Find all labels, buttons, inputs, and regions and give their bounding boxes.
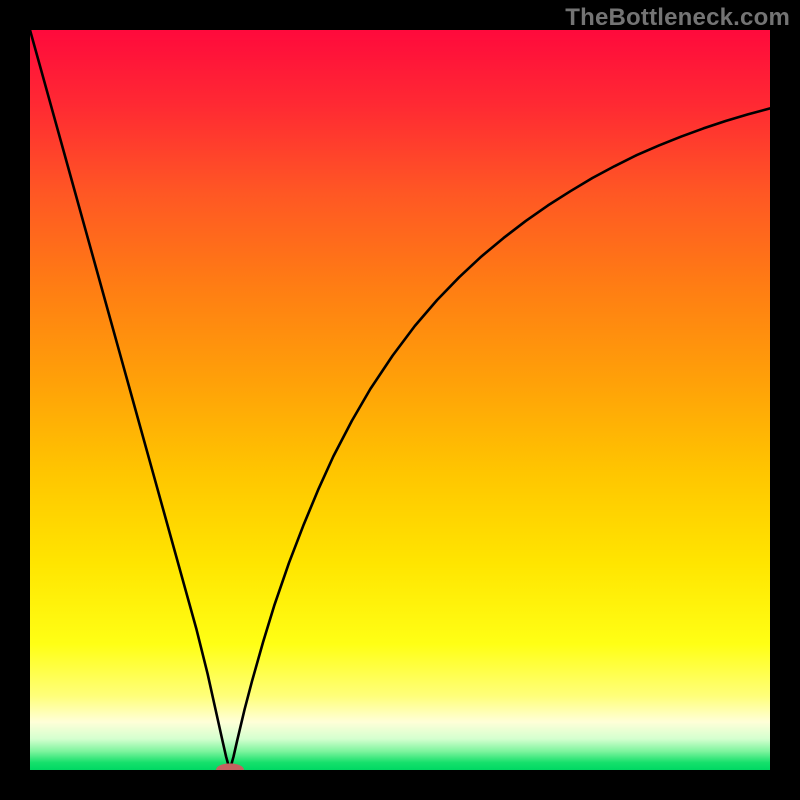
gradient-background bbox=[30, 30, 770, 770]
plot-svg bbox=[30, 30, 770, 770]
optimum-marker bbox=[216, 763, 244, 770]
optimum-marker-ellipse bbox=[216, 763, 244, 770]
chart-frame: TheBottleneck.com bbox=[0, 0, 800, 800]
watermark-text: TheBottleneck.com bbox=[565, 4, 790, 32]
plot-area bbox=[30, 30, 770, 770]
optimum-marker-svg bbox=[216, 763, 244, 770]
